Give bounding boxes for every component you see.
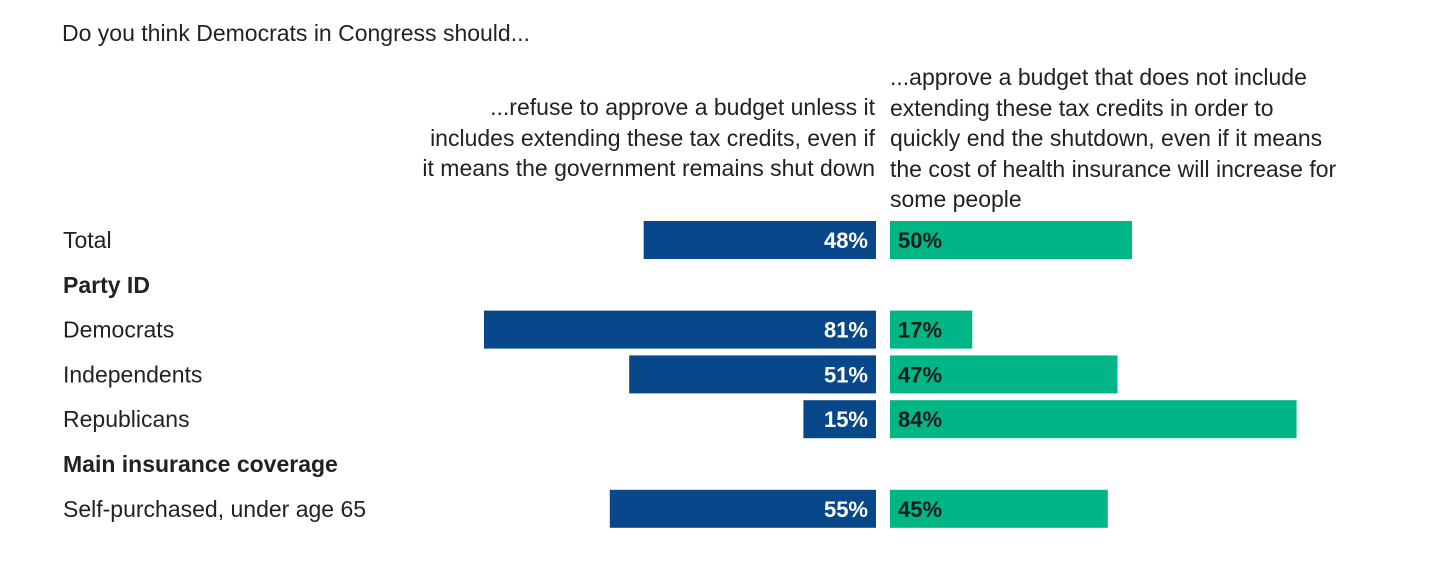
bar-approve-value: 45% xyxy=(898,497,942,522)
bar-refuse xyxy=(643,221,876,259)
bar-approve-value: 84% xyxy=(898,407,942,432)
right-header-line: some people xyxy=(890,186,1022,212)
bar-approve xyxy=(890,310,973,349)
bar-approve xyxy=(890,355,1118,394)
right-header-line: quickly end the shutdown, even if it mea… xyxy=(890,125,1323,151)
bar-refuse-value: 55% xyxy=(824,497,868,522)
bar-approve xyxy=(890,489,1108,528)
chart-title: Do you think Democrats in Congress shoul… xyxy=(62,20,530,46)
group-label: Party ID xyxy=(63,272,150,298)
left-header-line: ...refuse to approve a budget unless it xyxy=(490,94,875,120)
bar-refuse-value: 81% xyxy=(824,318,868,343)
right-header-line: extending these tax credits in order to xyxy=(890,94,1274,121)
right-series-header: ...approve a budget that does not includ… xyxy=(890,62,1390,215)
bar-refuse-value: 48% xyxy=(824,228,868,253)
row-label: Democrats xyxy=(63,317,174,343)
bar-approve-value: 17% xyxy=(898,318,942,343)
left-series-header: ...refuse to approve a budget unless it … xyxy=(375,92,875,184)
left-header-line: it means the government remains shut dow… xyxy=(422,155,875,181)
right-header-line: ...approve a budget that does not includ… xyxy=(890,64,1307,90)
bar-refuse xyxy=(483,310,876,349)
right-header-line: the cost of health insurance will increa… xyxy=(890,155,1337,182)
bar-refuse-value: 15% xyxy=(824,407,868,432)
bar-refuse xyxy=(609,489,876,528)
bar-approve xyxy=(890,400,1297,439)
bar-approve-value: 50% xyxy=(898,228,942,253)
row-label: Independents xyxy=(63,361,202,387)
left-header-line: includes extending these tax credits, ev… xyxy=(430,124,875,151)
row-label: Republicans xyxy=(63,406,190,432)
bar-approve-value: 47% xyxy=(898,362,942,387)
group-label: Main insurance coverage xyxy=(63,451,338,477)
bar-refuse xyxy=(629,355,876,394)
bar-refuse xyxy=(803,400,876,439)
row-label: Total xyxy=(63,227,112,253)
bar-refuse-value: 51% xyxy=(824,362,868,387)
row-label: Self-purchased, under age 65 xyxy=(63,496,366,522)
bar-approve xyxy=(890,221,1132,259)
